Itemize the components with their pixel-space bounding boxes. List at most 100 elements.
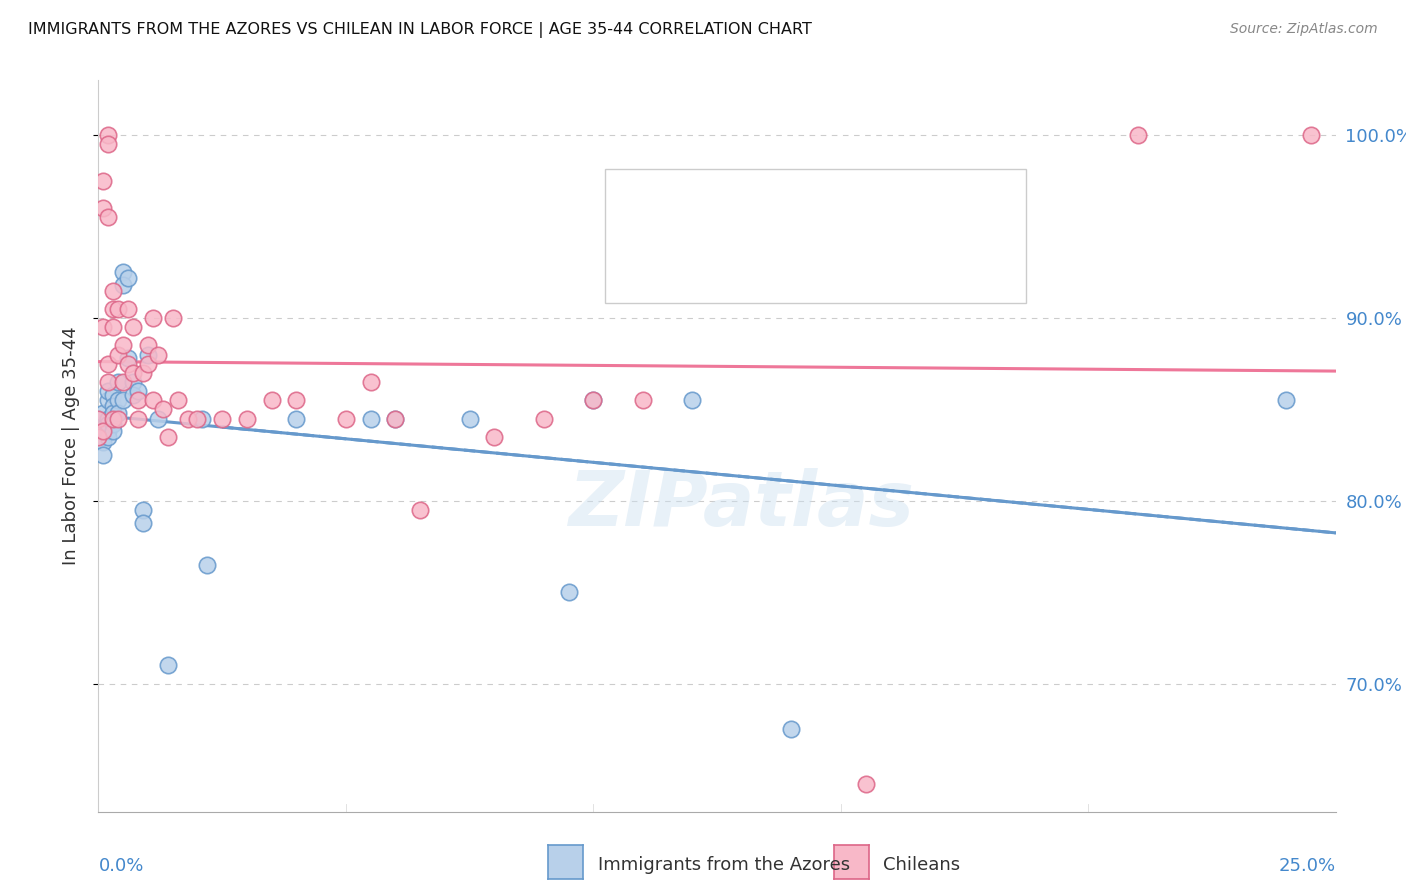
Point	[162, 311, 184, 326]
Point	[127, 384, 149, 399]
Point	[146, 348, 169, 362]
Point	[87, 411, 110, 425]
Point	[97, 393, 120, 408]
Point	[107, 301, 129, 316]
Point	[93, 425, 115, 439]
Point	[780, 723, 803, 737]
Point	[132, 503, 155, 517]
Point	[132, 516, 155, 530]
Point	[117, 357, 139, 371]
Point	[152, 402, 174, 417]
Point	[107, 406, 129, 420]
Point	[103, 320, 125, 334]
Point	[409, 503, 432, 517]
Point	[117, 301, 139, 316]
Point	[582, 393, 605, 408]
Point	[103, 411, 125, 425]
Point	[112, 338, 135, 352]
Point	[855, 777, 877, 791]
Point	[132, 366, 155, 380]
Point	[97, 128, 120, 143]
Point	[1126, 128, 1149, 143]
Y-axis label: In Labor Force | Age 35-44: In Labor Force | Age 35-44	[62, 326, 80, 566]
Point	[93, 421, 115, 435]
Point	[211, 411, 233, 425]
Point	[103, 388, 125, 402]
Point	[136, 338, 159, 352]
Point	[97, 430, 120, 444]
Point	[103, 284, 125, 298]
Point	[112, 375, 135, 389]
Text: Chileans: Chileans	[883, 856, 960, 874]
Point	[557, 585, 579, 599]
Point	[97, 411, 120, 425]
Point	[631, 393, 654, 408]
Point	[236, 411, 259, 425]
Point	[103, 301, 125, 316]
Point	[93, 174, 115, 188]
Point	[122, 388, 145, 402]
Point	[146, 411, 169, 425]
Point	[122, 375, 145, 389]
Point	[97, 137, 120, 152]
Point	[166, 393, 188, 408]
Point	[122, 320, 145, 334]
Point	[93, 202, 115, 216]
Point	[107, 393, 129, 408]
Point	[360, 411, 382, 425]
Point	[87, 425, 110, 439]
Point	[87, 411, 110, 425]
Point	[117, 351, 139, 366]
Point	[93, 320, 115, 334]
Point	[127, 393, 149, 408]
Point	[87, 430, 110, 444]
Point	[142, 311, 165, 326]
Point	[360, 375, 382, 389]
Point	[142, 393, 165, 408]
Point	[136, 348, 159, 362]
Text: 25.0%: 25.0%	[1278, 857, 1336, 875]
Point	[103, 425, 125, 439]
Point	[122, 366, 145, 380]
Point	[384, 411, 406, 425]
Point	[681, 393, 703, 408]
Text: 0.0%: 0.0%	[98, 857, 143, 875]
Text: ZIPatlas: ZIPatlas	[569, 467, 915, 541]
Point	[103, 406, 125, 420]
Point	[107, 411, 129, 425]
Point	[582, 393, 605, 408]
Point	[103, 417, 125, 431]
Point	[112, 393, 135, 408]
Point	[176, 411, 198, 425]
Text: Immigrants from the Azores: Immigrants from the Azores	[598, 856, 849, 874]
Text: R = 0.446   N = 53: R = 0.446 N = 53	[686, 251, 872, 270]
Point	[484, 430, 506, 444]
Point	[97, 375, 120, 389]
Point	[93, 435, 115, 450]
Text: R = 0.020   N = 46: R = 0.020 N = 46	[686, 202, 870, 221]
Point	[458, 411, 481, 425]
Point	[112, 265, 135, 279]
Point	[97, 425, 120, 439]
Point	[112, 278, 135, 293]
Point	[93, 448, 115, 462]
Point	[186, 411, 208, 425]
Point	[260, 393, 283, 408]
Point	[93, 417, 115, 431]
Point	[97, 417, 120, 431]
Point	[97, 357, 120, 371]
Point	[156, 430, 179, 444]
Point	[384, 411, 406, 425]
Point	[335, 411, 357, 425]
Point	[117, 270, 139, 285]
Point	[107, 348, 129, 362]
Point	[285, 411, 308, 425]
Point	[97, 211, 120, 225]
Point	[1275, 393, 1298, 408]
Point	[191, 411, 214, 425]
Text: Source: ZipAtlas.com: Source: ZipAtlas.com	[1230, 22, 1378, 37]
Point	[93, 406, 115, 420]
Point	[156, 658, 179, 673]
Point	[285, 393, 308, 408]
Point	[533, 411, 555, 425]
